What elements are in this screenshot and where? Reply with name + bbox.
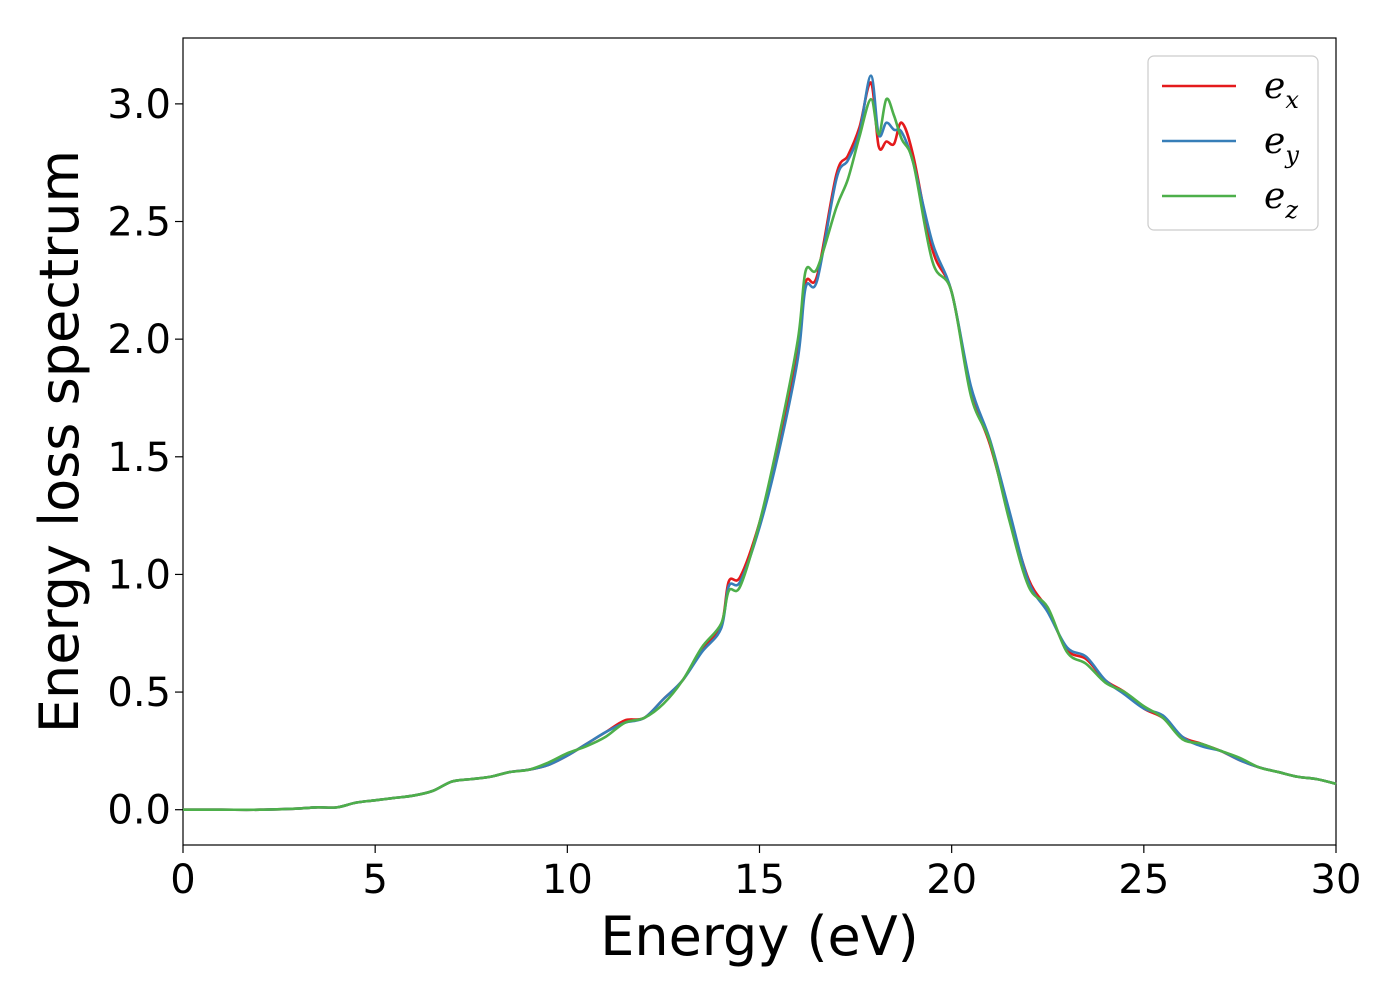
series-layer xyxy=(182,74,1337,812)
y-axis-label: Energy loss spectrum xyxy=(28,150,91,733)
x-tick-label: 25 xyxy=(1118,857,1169,903)
legend: ex ey ez xyxy=(1147,55,1319,231)
y-tick-label: 2.0 xyxy=(107,317,171,363)
x-tick-label: 5 xyxy=(362,857,387,903)
legend-box xyxy=(1147,55,1319,231)
legend-label-y: ey xyxy=(1264,121,1299,169)
y-tick-label: 2.5 xyxy=(107,200,171,246)
x-tick-label: 0 xyxy=(170,857,195,903)
series-line-z xyxy=(182,97,1337,812)
legend-label-x: ex xyxy=(1264,66,1299,114)
x-tick-label: 30 xyxy=(1311,857,1362,903)
x-axis-ticks: 0 5 10 15 20 25 30 xyxy=(170,845,1361,903)
y-tick-label: 0.0 xyxy=(107,788,171,834)
x-tick-label: 15 xyxy=(734,857,785,903)
legend-label-z: ez xyxy=(1264,176,1298,224)
x-tick-label: 10 xyxy=(542,857,593,903)
y-axis-ticks: 0.0 0.5 1.0 1.5 2.0 2.5 3.0 xyxy=(107,82,183,834)
y-tick-label: 1.5 xyxy=(107,435,171,481)
x-axis-label: Energy (eV) xyxy=(600,905,919,968)
y-tick-label: 0.5 xyxy=(107,670,171,716)
x-tick-label: 20 xyxy=(926,857,977,903)
y-tick-label: 3.0 xyxy=(107,82,171,128)
y-tick-label: 1.0 xyxy=(107,552,171,598)
